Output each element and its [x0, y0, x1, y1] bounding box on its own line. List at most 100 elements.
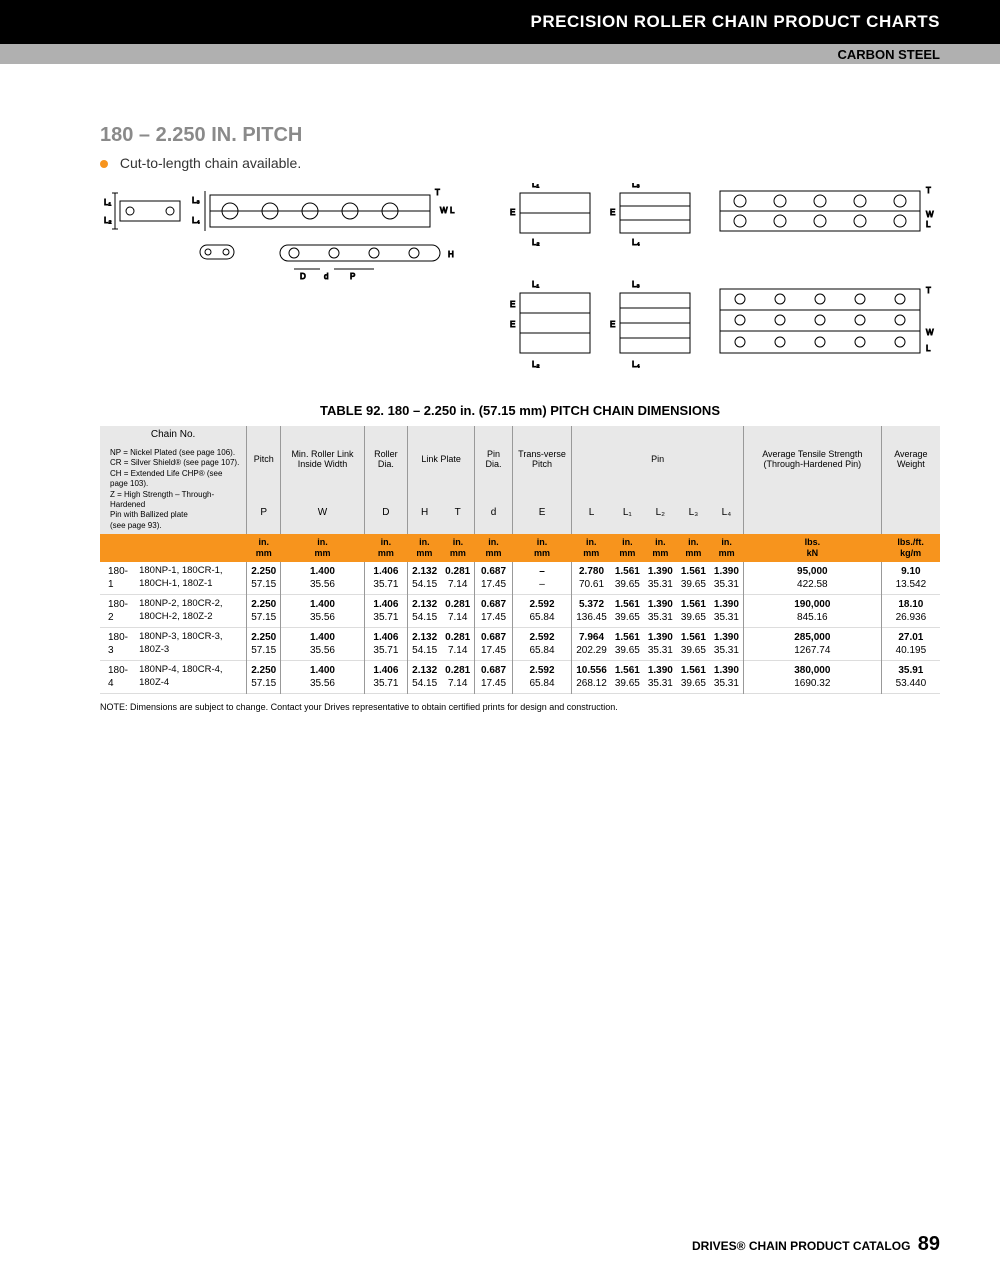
svg-text:L₂: L₂ — [104, 216, 112, 225]
value-cell: 1.56139.65 — [611, 594, 644, 627]
value-cell: 2.13254.15 — [408, 660, 442, 693]
svg-text:T: T — [926, 286, 931, 295]
table-note: NOTE: Dimensions are subject to change. … — [100, 702, 940, 712]
value-cell: 2.13254.15 — [408, 594, 442, 627]
value-cell: 5.372136.45 — [572, 594, 611, 627]
svg-text:L₁: L₁ — [532, 183, 539, 189]
value-cell: 1.40635.71 — [364, 594, 407, 627]
value-cell: 95,000422.58 — [743, 562, 881, 595]
value-cell: 380,0001690.32 — [743, 660, 881, 693]
table-header-groups: Chain No. NP = Nickel Plated (see page 1… — [100, 426, 940, 491]
bullet-text: Cut-to-length chain available. — [120, 155, 301, 171]
dimensions-table: Chain No. NP = Nickel Plated (see page 1… — [100, 426, 940, 694]
value-cell: 1.39035.31 — [710, 660, 744, 693]
value-cell: 2.78070.61 — [572, 562, 611, 595]
svg-text:L₄: L₄ — [632, 238, 640, 247]
value-cell: 0.2817.14 — [441, 627, 475, 660]
chain-legend: NP = Nickel Plated (see page 106). CR = … — [104, 444, 242, 531]
value-cell: 7.964202.29 — [572, 627, 611, 660]
page-number: 89 — [918, 1233, 940, 1255]
table-row: 180-4180NP-4, 180CR-4, 180Z-42.25057.151… — [100, 660, 940, 693]
value-cell: 0.68717.45 — [475, 660, 513, 693]
value-cell: 285,0001267.74 — [743, 627, 881, 660]
value-cell: 1.39035.31 — [644, 660, 677, 693]
svg-text:E: E — [610, 320, 615, 329]
value-cell: 0.2817.14 — [441, 660, 475, 693]
svg-text:L₁: L₁ — [532, 280, 539, 289]
table-row: 180-1180NP-1, 180CR-1, 180CH-1, 180Z-12.… — [100, 562, 940, 595]
value-cell: 0.68717.45 — [475, 594, 513, 627]
value-cell: 2.13254.15 — [408, 562, 442, 595]
chain-variants: 180NP-4, 180CR-4, 180Z-4 — [135, 660, 247, 693]
svg-text:L: L — [926, 344, 931, 353]
svg-text:L₃: L₃ — [632, 280, 640, 289]
value-cell: –– — [512, 562, 571, 595]
value-cell: 1.56139.65 — [611, 660, 644, 693]
page-header-gray: CARBON STEEL — [0, 44, 1000, 64]
svg-text:L₃: L₃ — [632, 183, 640, 189]
chain-variants: 180NP-3, 180CR-3, 180Z-3 — [135, 627, 247, 660]
svg-text:E: E — [510, 208, 515, 217]
value-cell: 0.2817.14 — [441, 562, 475, 595]
header-title: PRECISION ROLLER CHAIN PRODUCT CHARTS — [530, 12, 940, 31]
chain-no-label: Chain No. — [104, 429, 242, 444]
svg-text:T: T — [926, 186, 931, 195]
value-cell: 1.56139.65 — [677, 562, 710, 595]
table-caption: TABLE 92. 180 – 2.250 in. (57.15 mm) PIT… — [100, 403, 940, 418]
value-cell: 1.40035.56 — [281, 660, 364, 693]
chain-diagram: L₁L₂ TWL L₃L₄ H P D d — [100, 183, 940, 383]
value-cell: 1.56139.65 — [611, 562, 644, 595]
value-cell: 27.0140.195 — [881, 627, 940, 660]
svg-text:L₂: L₂ — [532, 360, 540, 369]
value-cell: 2.59265.84 — [512, 660, 571, 693]
value-cell: 1.39035.31 — [644, 627, 677, 660]
svg-text:H: H — [448, 250, 454, 259]
value-cell: 18.1026.936 — [881, 594, 940, 627]
value-cell: 1.40635.71 — [364, 627, 407, 660]
footer-text: DRIVES® CHAIN PRODUCT CATALOG — [692, 1239, 910, 1253]
svg-text:W: W — [926, 210, 934, 219]
value-cell: 190,000845.16 — [743, 594, 881, 627]
value-cell: 0.2817.14 — [441, 594, 475, 627]
svg-text:L₃: L₃ — [192, 196, 200, 205]
svg-text:L: L — [450, 206, 455, 215]
table-row: 180-3180NP-3, 180CR-3, 180Z-32.25057.151… — [100, 627, 940, 660]
svg-text:E: E — [510, 300, 515, 309]
svg-text:P: P — [350, 272, 355, 281]
svg-text:L₁: L₁ — [104, 198, 111, 207]
value-cell: 1.56139.65 — [677, 594, 710, 627]
value-cell: 10.556268.12 — [572, 660, 611, 693]
svg-text:L: L — [926, 220, 931, 229]
svg-text:E: E — [510, 320, 515, 329]
value-cell: 1.40635.71 — [364, 660, 407, 693]
value-cell: 2.59265.84 — [512, 594, 571, 627]
value-cell: 1.39035.31 — [710, 627, 744, 660]
value-cell: 9.1013.542 — [881, 562, 940, 595]
page-content: 180 – 2.250 IN. PITCH Cut-to-length chai… — [0, 64, 1000, 712]
bullet-line: Cut-to-length chain available. — [100, 155, 940, 171]
value-cell: 2.59265.84 — [512, 627, 571, 660]
svg-text:E: E — [610, 208, 615, 217]
chain-id: 180-4 — [100, 660, 135, 693]
value-cell: 1.39035.31 — [644, 562, 677, 595]
page-footer: DRIVES® CHAIN PRODUCT CATALOG 89 — [692, 1233, 940, 1256]
svg-text:T: T — [435, 188, 440, 197]
value-cell: 2.25057.15 — [247, 627, 281, 660]
value-cell: 1.40035.56 — [281, 562, 364, 595]
svg-text:W: W — [440, 206, 448, 215]
table-header-units: in.mm in.mm in.mm in.mm in.mm in.mm in.m… — [100, 534, 940, 562]
svg-text:L₄: L₄ — [192, 216, 200, 225]
value-cell: 1.56139.65 — [677, 660, 710, 693]
svg-text:D: D — [300, 272, 306, 281]
value-cell: 0.68717.45 — [475, 627, 513, 660]
table-row: 180-2180NP-2, 180CR-2, 180CH-2, 180Z-2 2.… — [100, 594, 940, 627]
svg-text:L₂: L₂ — [532, 238, 540, 247]
value-cell: 35.9153.440 — [881, 660, 940, 693]
chain-variants: 180NP-2, 180CR-2, 180CH-2, 180Z-2 — [135, 594, 247, 627]
value-cell: 1.40635.71 — [364, 562, 407, 595]
value-cell: 1.56139.65 — [677, 627, 710, 660]
chain-id: 180-2 — [100, 594, 135, 627]
value-cell: 1.39035.31 — [710, 594, 744, 627]
value-cell: 2.25057.15 — [247, 562, 281, 595]
value-cell: 1.56139.65 — [611, 627, 644, 660]
